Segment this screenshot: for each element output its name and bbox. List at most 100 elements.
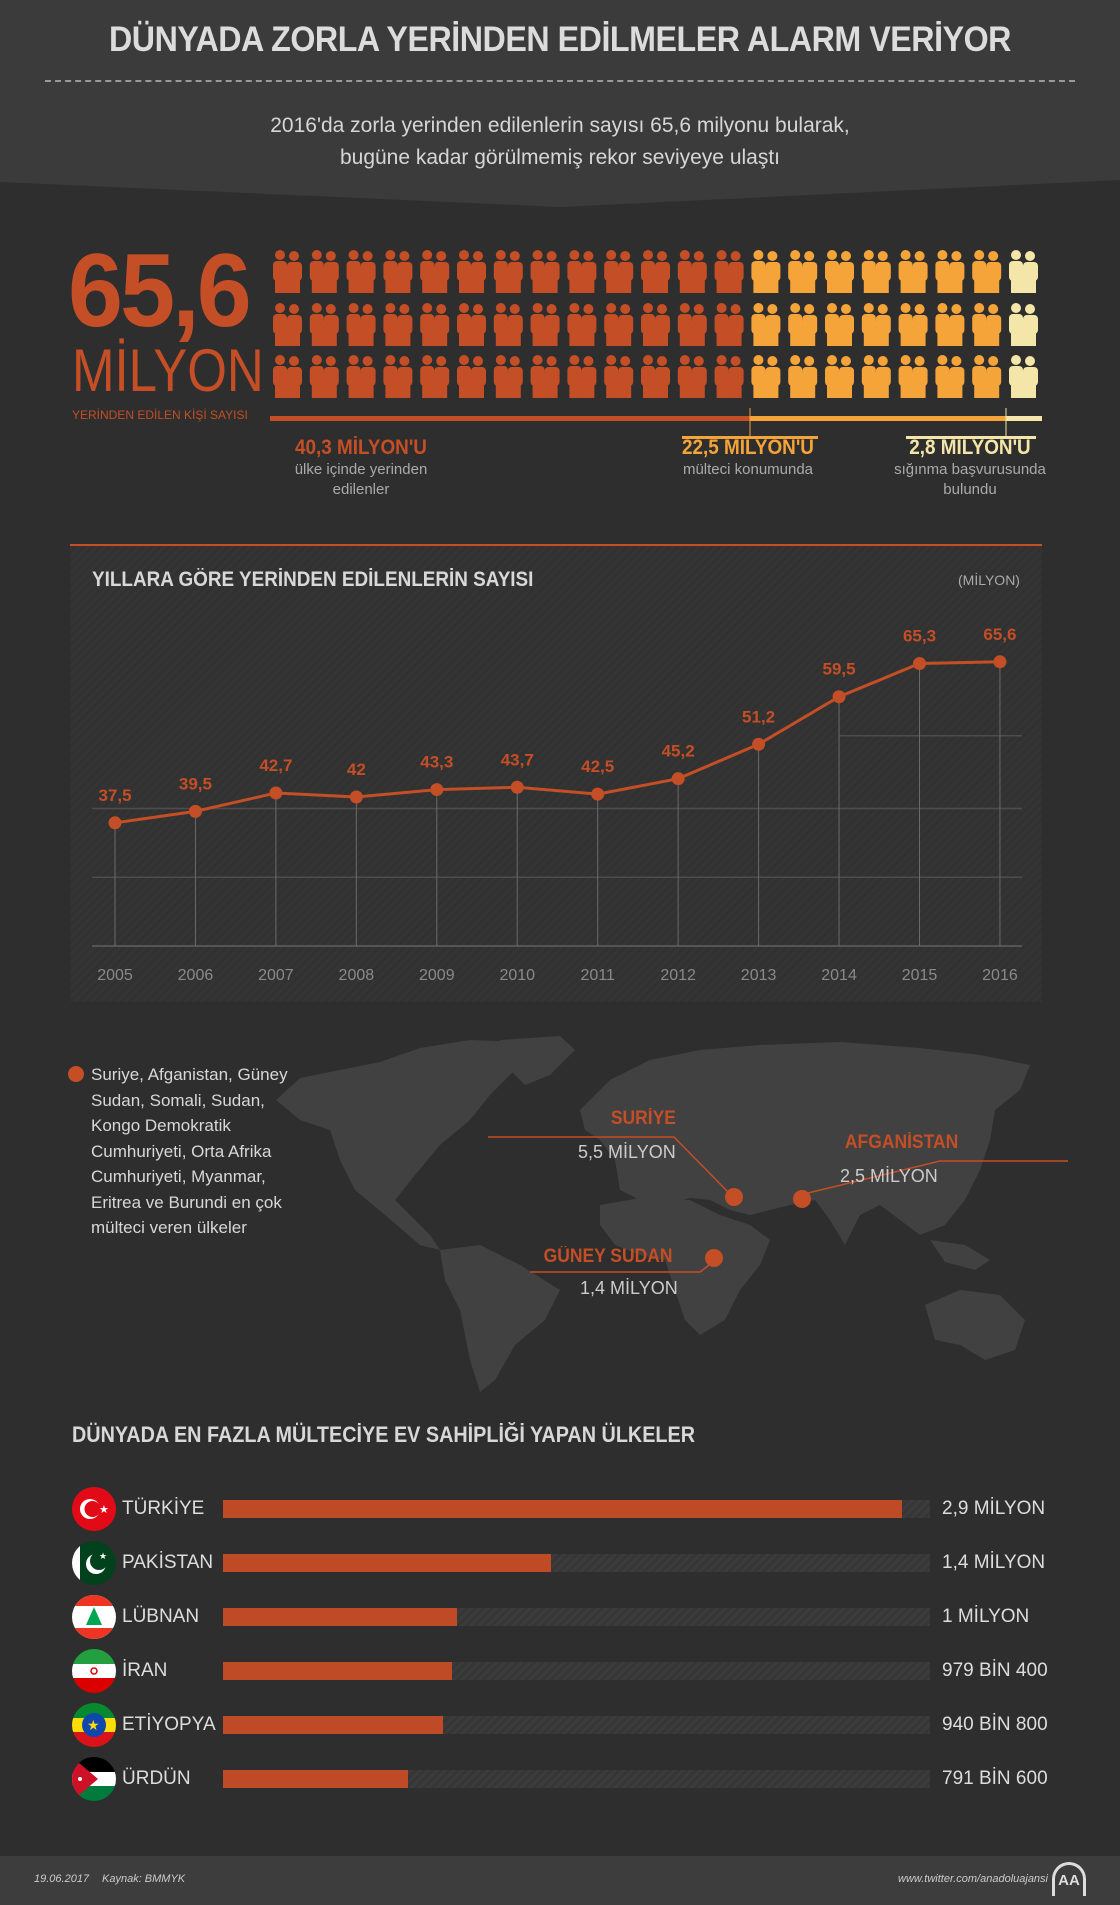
person-group-icon <box>1009 355 1038 398</box>
chart-title: YILLARA GÖRE YERİNDEN EDİLENLERİN SAYISI <box>92 568 534 591</box>
data-point <box>188 804 202 818</box>
person-group-icon <box>788 303 818 346</box>
bar-track <box>223 1770 930 1788</box>
host-country-row: ÜRDÜN 791 BİN 600 <box>0 1757 1120 1801</box>
footer <box>0 1856 1120 1905</box>
africa <box>600 1198 770 1335</box>
data-point <box>913 657 926 671</box>
afghanistan-marker <box>793 1190 811 1208</box>
header-background <box>0 0 1120 207</box>
x-tick-label: 2008 <box>339 967 375 984</box>
bar-fill <box>223 1500 902 1518</box>
data-point <box>752 737 766 751</box>
person-group-icon <box>604 355 634 398</box>
person-group-icon <box>935 303 965 346</box>
location-value-syria: 5,5 MİLYON <box>578 1142 676 1162</box>
person-group-icon <box>420 303 450 346</box>
hosts-title: DÜNYADA EN FAZLA MÜLTECİYE EV SAHİPLİĞİ … <box>72 1422 696 1447</box>
x-tick-label: 2014 <box>821 967 857 984</box>
data-label: 42,7 <box>259 756 292 775</box>
location-value-afghanistan: 2,5 MİLYON <box>840 1166 938 1186</box>
person-group-icon <box>751 250 781 293</box>
person-group-icon <box>420 355 450 398</box>
person-group-icon <box>346 303 376 346</box>
location-name-south-sudan: GÜNEY SUDAN <box>543 1246 673 1267</box>
person-group-icon <box>457 250 486 293</box>
syria-marker <box>725 1188 743 1206</box>
location-name-syria: SURİYE <box>610 1108 676 1129</box>
person-group-icon <box>935 250 965 293</box>
country-name: TÜRKİYE <box>122 1498 205 1519</box>
x-tick-label: 2013 <box>741 967 777 984</box>
australia <box>925 1290 1025 1360</box>
data-label: 45,2 <box>662 742 695 761</box>
breakdown-refugee: 22,5 MİLYON'U mülteci konumunda <box>638 436 858 480</box>
person-group-icon <box>825 250 854 293</box>
person-group-icon <box>935 355 965 398</box>
bar-fill <box>223 1662 453 1680</box>
eurasia <box>580 1042 1030 1245</box>
subtitle-line: bugüne kadar görülmemiş rekor seviyeye u… <box>339 146 781 169</box>
person-group-icon <box>530 250 560 293</box>
host-country-row: ★ TÜRKİYE 2,9 MİLYON <box>0 1487 1120 1531</box>
data-label: 51,2 <box>742 707 775 726</box>
bar-track <box>223 1662 930 1680</box>
total-unit: MİLYON <box>72 337 264 404</box>
pakistan-flag-icon: ★ <box>72 1541 116 1585</box>
country-value: 1,4 MİLYON <box>942 1552 1046 1573</box>
chart-unit: (MİLYON) <box>958 572 1020 588</box>
person-group-icon <box>273 355 302 398</box>
people-pictogram <box>273 250 1038 398</box>
breakdown-internal: 40,3 MİLYON'U ülke içinde yerinden edile… <box>251 436 471 500</box>
country-value: 2,9 MİLYON <box>942 1498 1046 1519</box>
person-group-icon <box>641 250 670 293</box>
jordan-flag-icon <box>72 1757 116 1801</box>
x-tick-label: 2007 <box>258 967 294 984</box>
person-group-icon <box>273 250 302 293</box>
map-markers <box>488 1136 1068 1273</box>
person-group-icon <box>309 250 339 293</box>
subtitle: 2016'da zorla yerinden edilenlerin sayıs… <box>0 110 1120 174</box>
person-group-icon <box>383 355 413 398</box>
person-group-icon <box>641 355 670 398</box>
iran-flag-icon <box>72 1649 116 1693</box>
person-group-icon <box>309 303 339 346</box>
data-point <box>349 790 363 804</box>
person-group-icon <box>420 250 450 293</box>
lebanon-flag-icon <box>72 1595 116 1639</box>
person-group-icon <box>309 355 339 398</box>
data-label: 42 <box>347 760 366 779</box>
person-group-icon <box>898 355 928 398</box>
breakdown-desc: bulundu <box>943 481 997 498</box>
country-name: PAKİSTAN <box>122 1552 214 1573</box>
person-group-icon <box>604 250 634 293</box>
person-group-icon <box>825 303 854 346</box>
person-group-icon <box>898 303 928 346</box>
country-name: İRAN <box>122 1660 168 1681</box>
bar-fill <box>223 1554 551 1572</box>
country-name: LÜBNAN <box>122 1606 200 1627</box>
country-name: ETİYOPYA <box>122 1714 216 1735</box>
location-value-south-sudan: 1,4 MİLYON <box>580 1278 678 1298</box>
footer-twitter-link[interactable]: www.twitter.com/anadoluajansi <box>898 1873 1048 1885</box>
data-point <box>591 787 605 801</box>
bar-track <box>223 1608 930 1626</box>
person-group-icon <box>972 250 1002 293</box>
bar-track <box>223 1716 930 1734</box>
country-value: 940 BİN 800 <box>942 1714 1048 1735</box>
breakdown-desc: sığınma başvurusunda <box>894 461 1046 478</box>
person-group-icon <box>898 250 928 293</box>
person-group-icon <box>604 303 634 346</box>
person-group-icon <box>346 250 376 293</box>
data-point <box>993 655 1007 669</box>
data-label: 59,5 <box>823 660 856 679</box>
series-line <box>114 660 1000 825</box>
person-group-icon <box>567 250 597 293</box>
country-value: 791 BİN 600 <box>942 1768 1048 1789</box>
person-group-icon <box>383 303 413 346</box>
svg-text:★: ★ <box>99 1551 107 1561</box>
breakdown-asylum: 2,8 MİLYON'U sığınma başvurusunda bulund… <box>860 436 1080 500</box>
person-group-icon <box>714 250 744 293</box>
host-country-row: ★ ETİYOPYA 940 BİN 800 <box>0 1703 1120 1747</box>
person-group-icon <box>1009 303 1038 346</box>
